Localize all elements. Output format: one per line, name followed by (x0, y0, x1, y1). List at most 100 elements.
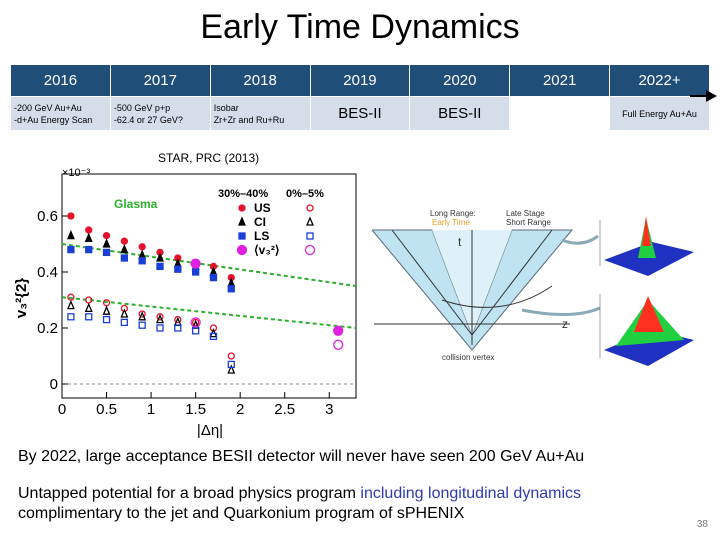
x-tick-label: 2 (236, 401, 244, 418)
glasma-label: Glasma (114, 197, 158, 211)
data-point (227, 364, 236, 374)
hyperbola-right (471, 229, 553, 336)
data-point (209, 273, 218, 282)
data-point (120, 318, 129, 327)
y-tick-label: 0 (50, 376, 58, 393)
data-point (333, 339, 344, 350)
data-point (306, 204, 314, 212)
program-line: -200 GeV Au+Au (14, 102, 82, 113)
data-point (304, 244, 316, 256)
data-point (138, 310, 146, 318)
data-point (191, 268, 200, 276)
glasma-line (61, 243, 357, 287)
data-point (156, 313, 164, 324)
data-point (333, 325, 344, 336)
legend-row-ci: CI (254, 215, 266, 229)
data-point (156, 262, 164, 271)
data-point (190, 317, 201, 328)
data-point (156, 324, 164, 332)
program-2018: Isobar Zr+Zr and Ru+Ru (209, 96, 311, 131)
short-range-peak-plot (599, 216, 694, 276)
plot-frame (61, 173, 357, 399)
spacetime-diagram: Long Range: Early Time Late Stage Short … (372, 209, 694, 366)
year-2019: 2019 (309, 64, 411, 97)
data-point (138, 257, 146, 265)
vertex-label: collision vertex (442, 353, 494, 362)
data-point (227, 352, 235, 360)
year-2017: 2017 (109, 64, 211, 97)
program-line: -62.4 or 27 GeV? (113, 114, 183, 125)
data-point (102, 231, 111, 240)
x-tick-label: 2.5 (274, 401, 295, 418)
data-point (138, 321, 146, 329)
chart-ylabel: v₃²{2} (13, 278, 30, 318)
data-point (102, 305, 111, 315)
data-point (156, 313, 164, 321)
timeline-programs-row: -200 GeV Au+Au -d+Au Energy Scan -500 Ge… (10, 96, 710, 131)
flow-line (441, 285, 553, 308)
data-point (102, 238, 111, 248)
program-2022-plus: Full Energy Au+Au (609, 96, 710, 131)
data-point (120, 237, 129, 245)
chart-title: STAR, PRC (2013) (158, 151, 259, 165)
glasma-line (61, 296, 357, 329)
program-2021 (509, 96, 611, 131)
data-point (85, 226, 93, 234)
chart-xlabel: |Δη| (197, 422, 223, 439)
data-point (138, 311, 147, 321)
timeline-table: 2016 2017 2018 2019 2020 2021 2022+ -200… (10, 64, 710, 131)
timeline-years-row: 2016 2017 2018 2019 2020 2021 2022+ (10, 64, 710, 97)
year-2018: 2018 (209, 64, 311, 97)
hyperbola-left (391, 229, 473, 336)
data-point (238, 216, 246, 226)
x-tick-label: 1 (147, 401, 155, 418)
t-label: t (458, 235, 462, 249)
program-2020: BES-II (409, 96, 511, 131)
data-point (191, 327, 200, 335)
data-point (190, 258, 201, 269)
data-point (102, 315, 111, 324)
arrow-to-long-range (521, 306, 601, 317)
data-point (236, 244, 248, 256)
long-range-peak-plot (599, 294, 694, 366)
data-point (84, 232, 93, 243)
slide-title: Early Time Dynamics (200, 8, 520, 46)
program-line: -d+Au Energy Scan (14, 114, 93, 125)
year-2021: 2021 (509, 64, 611, 97)
program-line: Isobar (213, 102, 239, 113)
page-number: 38 (696, 519, 708, 530)
data-point (120, 308, 129, 318)
legend-row-v3: ⟨v₃²⟩ (254, 243, 280, 257)
data-point (85, 245, 93, 254)
legend-header-3040: 30%–40% (218, 188, 268, 200)
data-point (238, 232, 246, 240)
data-point (227, 285, 235, 293)
data-point (174, 324, 182, 332)
data-point (227, 360, 235, 369)
data-point (84, 302, 93, 313)
x-tick-label: 1.5 (185, 401, 206, 418)
program-2019: BES-II (309, 96, 411, 131)
data-point (85, 313, 93, 321)
data-point (306, 216, 314, 226)
data-point (306, 232, 314, 240)
x-tick-label: 0.5 (96, 401, 117, 418)
data-point (238, 204, 246, 212)
legend-row-us: US (254, 201, 271, 215)
x-tick-label: 0 (58, 401, 66, 418)
v3-chart: STAR, PRC (2013) ×10⁻³ v₃²{2} |Δη| 0 0.5 1… (13, 151, 357, 439)
year-2016: 2016 (10, 64, 111, 97)
data-point (174, 265, 182, 273)
chart-legend: 30%–40% 0%–5% US CI LS ⟨v₃²⟩ (218, 188, 324, 257)
program-2016: -200 GeV Au+Au -d+Au Energy Scan (10, 96, 111, 131)
year-2022-plus: 2022+ (609, 64, 710, 97)
program-line: -500 GeV p+p (113, 102, 171, 113)
program-line: Zr+Zr and Ru+Ru (213, 114, 285, 125)
short-range-label: Short Range (506, 218, 551, 227)
x-tick-label: 3 (325, 401, 333, 418)
arrow-to-short-range (561, 234, 599, 245)
data-point (67, 212, 75, 220)
long-range-label: Long Range: (430, 209, 476, 218)
data-point (191, 318, 200, 327)
y-tick-label: 0.2 (37, 320, 58, 337)
